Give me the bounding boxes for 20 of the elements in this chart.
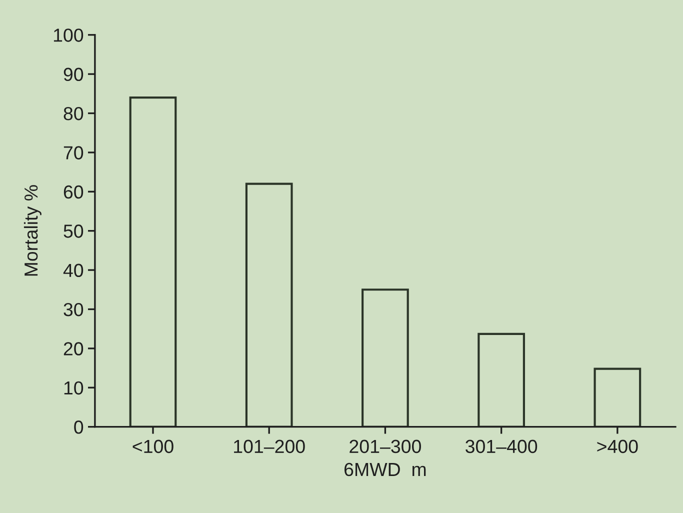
x-tick-label: 101–200 (234, 440, 305, 454)
y-tick-label: 20 (64, 342, 84, 356)
y-tick-label: 30 (64, 302, 84, 316)
y-tick-label: 100 (54, 28, 84, 42)
x-axis-title: 6MWD m (344, 462, 426, 476)
x-tick-label: >400 (597, 440, 638, 454)
bar (245, 182, 293, 427)
y-tick-label: 0 (74, 420, 84, 434)
x-tick-label: <100 (132, 440, 174, 454)
bar (129, 96, 177, 427)
y-tick-label: 50 (64, 224, 84, 238)
x-tick-label: 301–400 (466, 440, 538, 454)
y-tick-label: 10 (64, 381, 84, 395)
y-tick-label: 60 (64, 185, 84, 199)
y-tick-label: 40 (63, 264, 84, 278)
y-tick-label: 70 (64, 146, 84, 160)
y-tick-label: 90 (64, 68, 84, 82)
y-tick-label: 80 (64, 106, 84, 120)
y-axis-title: Mortality % (24, 185, 42, 276)
x-tick-label: 201–300 (350, 440, 421, 454)
